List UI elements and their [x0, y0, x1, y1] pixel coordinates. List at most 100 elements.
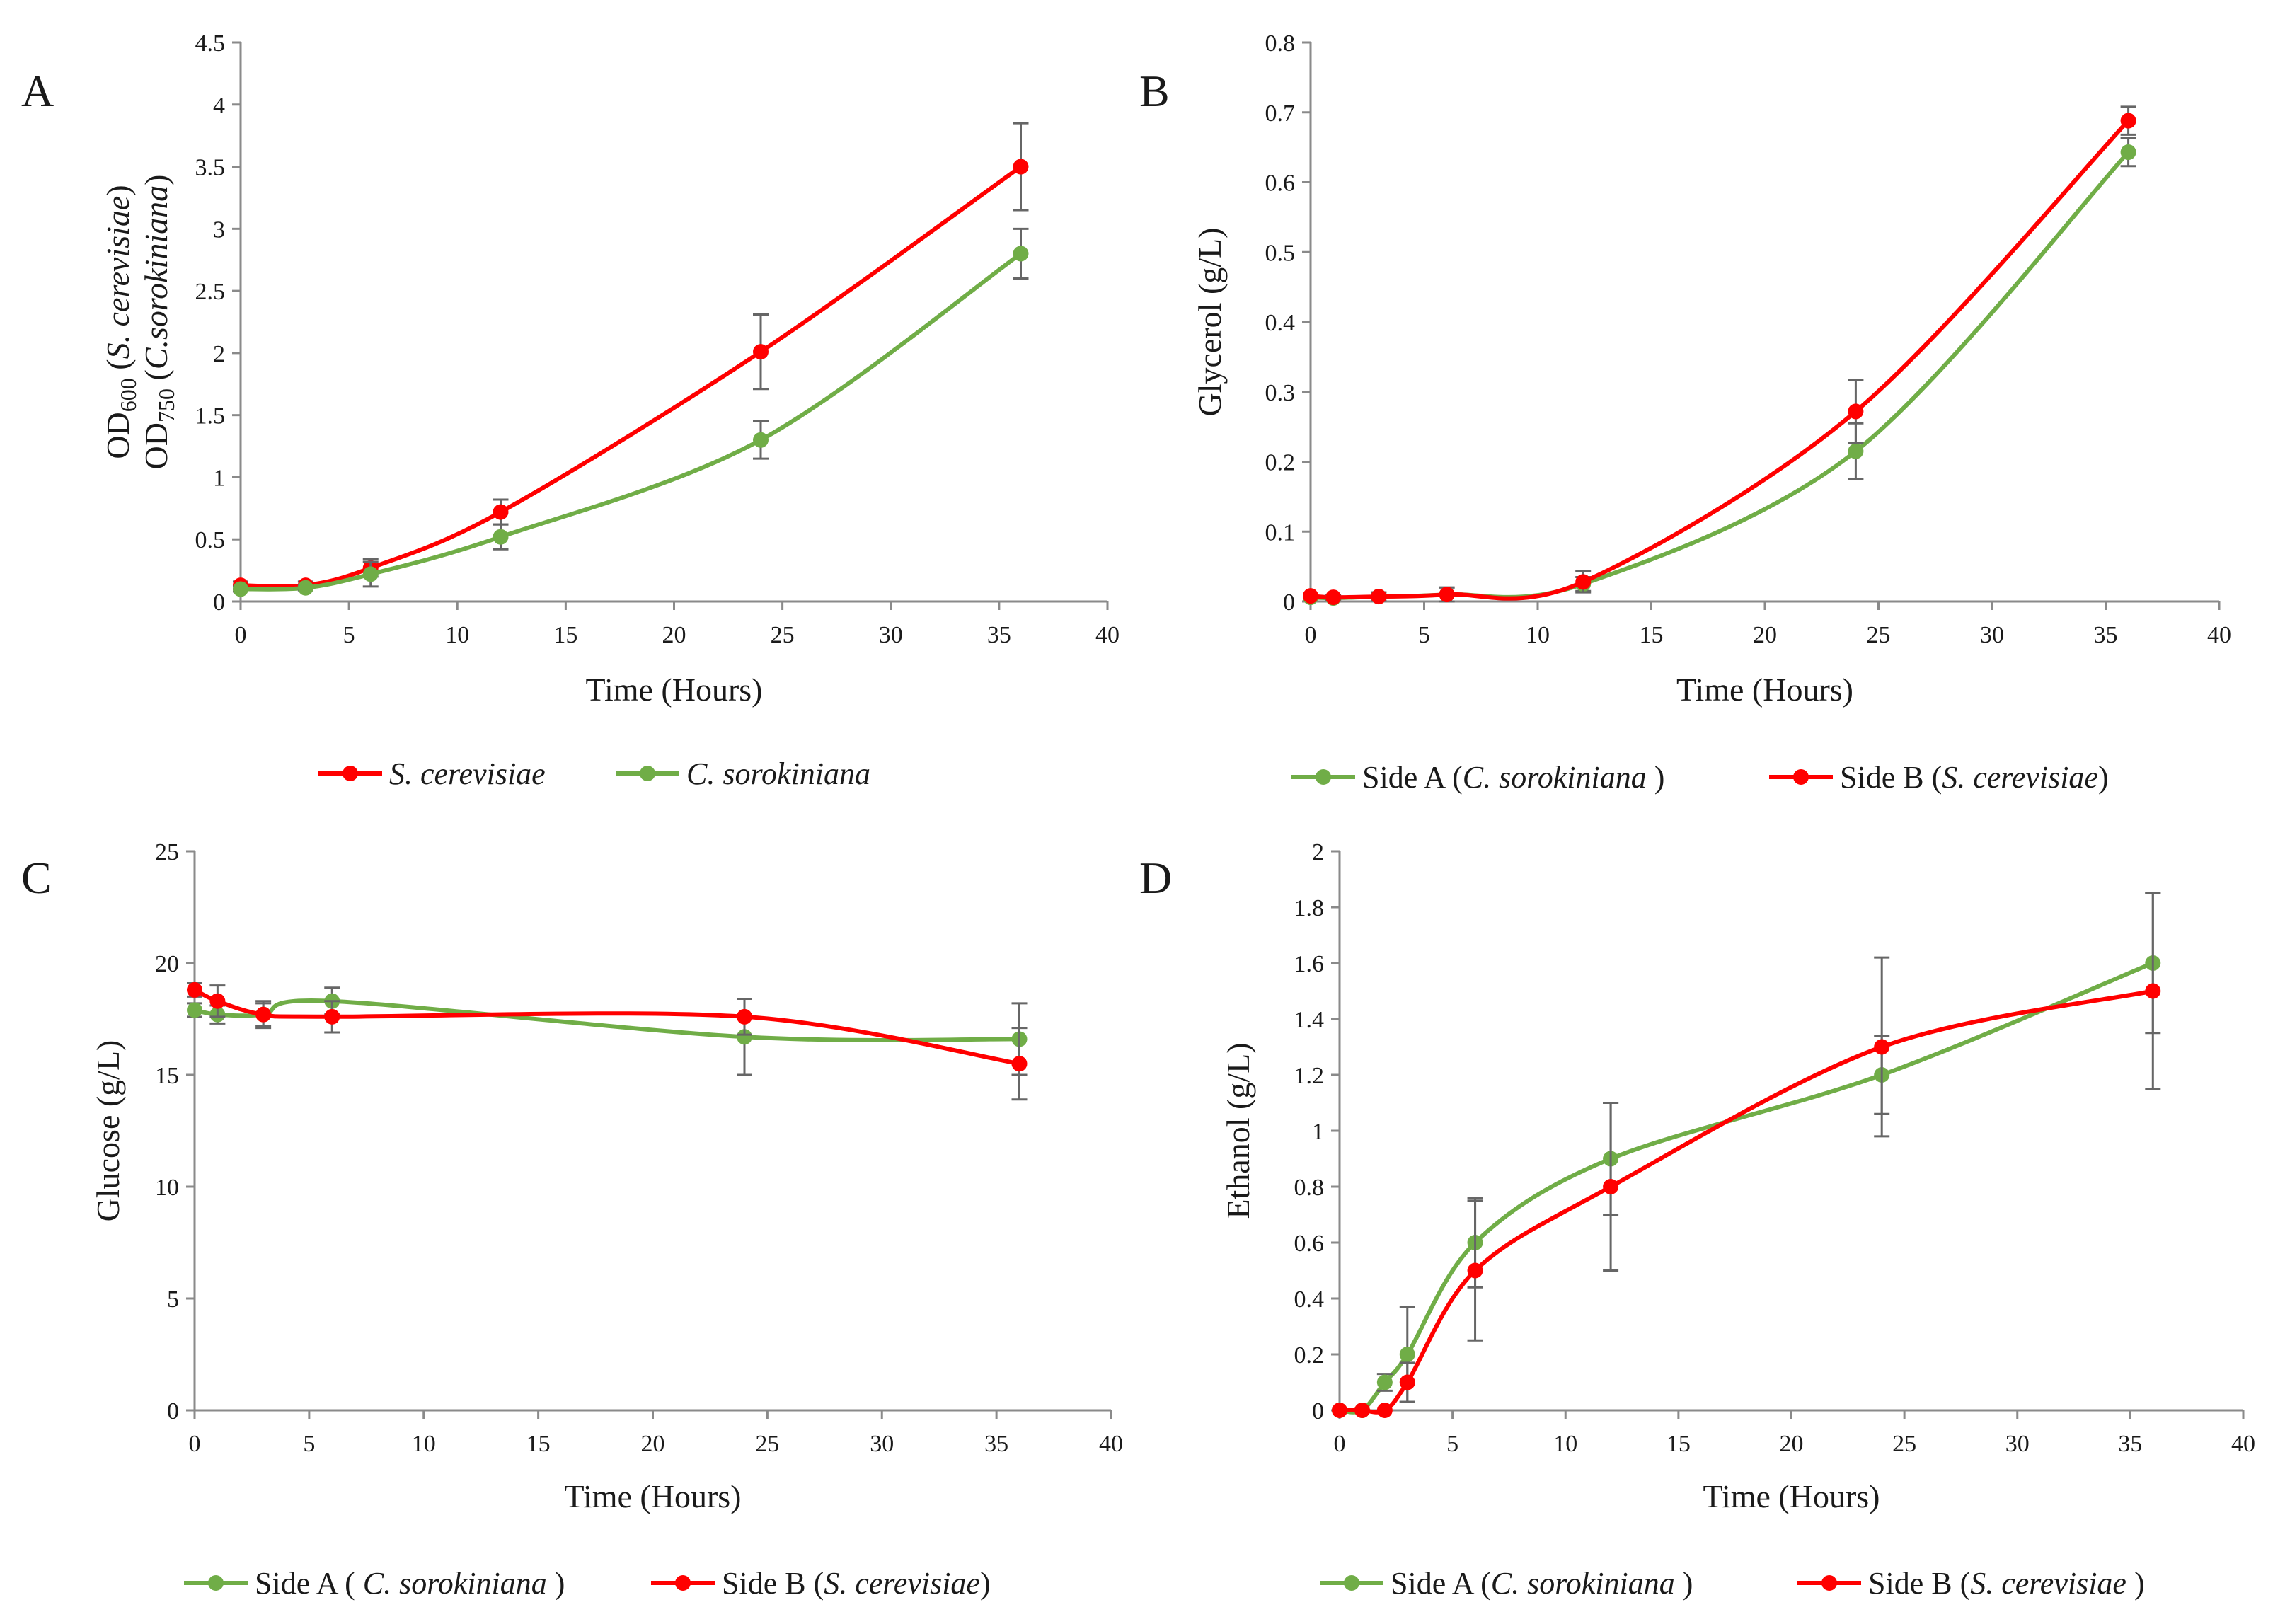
- legend-swatch-marker: [1316, 769, 1331, 785]
- legend: Side A (C. sorokiniana ) Side B (S. cerev…: [1291, 760, 2109, 795]
- y-tick-label: 0.5: [195, 527, 226, 553]
- data-point: [1332, 1403, 1347, 1418]
- data-point: [1399, 1374, 1415, 1390]
- y-axis-title: Glucose (g/L): [90, 1040, 126, 1222]
- series-second: [1303, 105, 2136, 606]
- x-tick-label: 20: [662, 622, 686, 648]
- series-line: [194, 998, 1020, 1042]
- data-point: [493, 504, 509, 520]
- data-point: [1303, 588, 1318, 604]
- y-axis-title: Glycerol (g/L): [1192, 228, 1228, 417]
- data-point: [1013, 159, 1029, 175]
- x-tick-label: 35: [2094, 622, 2118, 648]
- data-point: [2120, 113, 2136, 129]
- x-tick-label: 0: [235, 622, 247, 648]
- series-first: [1303, 137, 2136, 606]
- y-axis-title: Ethanol (g/L): [1220, 1042, 1256, 1219]
- x-tick-label: 5: [1418, 622, 1430, 648]
- legend-label: Side A (C. sorokiniana ): [1362, 760, 1664, 795]
- series-line: [1310, 119, 2130, 601]
- data-point: [737, 1029, 752, 1045]
- x-axis-title: Time (Hours): [585, 672, 762, 708]
- panel-label: C: [21, 853, 52, 903]
- data-point: [187, 981, 202, 998]
- y-tick-label: 0.5: [1265, 240, 1296, 266]
- y-tick-label: 3.5: [195, 155, 226, 181]
- data-point: [255, 1006, 272, 1023]
- data-point: [209, 993, 226, 1009]
- x-tick-label: 25: [771, 622, 795, 648]
- x-tick-label: 40: [2231, 1431, 2255, 1457]
- y-axis-title-od600: OD600 (S. cerevisiae): [100, 185, 141, 459]
- x-tick-label: 15: [526, 1431, 551, 1457]
- x-tick-label: 15: [1667, 1431, 1691, 1457]
- y-tick-label: 5: [167, 1286, 179, 1313]
- data-point: [1354, 1403, 1370, 1418]
- series-line: [240, 165, 1023, 589]
- x-tick-label: 30: [1980, 622, 2004, 648]
- legend-swatch-marker: [343, 766, 358, 781]
- legend-label: Side A ( C. sorokiniana ): [255, 1566, 565, 1601]
- data-point: [1376, 1374, 1393, 1390]
- x-tick-label: 40: [2207, 622, 2231, 648]
- x-tick-label: 20: [1753, 622, 1777, 648]
- y-tick-label: 0.8: [1265, 30, 1296, 57]
- y-tick-label: 1: [213, 465, 225, 491]
- y-tick-label: 15: [155, 1063, 179, 1089]
- data-point: [324, 1008, 340, 1025]
- x-tick-label: 0: [189, 1431, 201, 1457]
- y-tick-label: 1.8: [1294, 895, 1325, 921]
- x-tick-label: 0: [1305, 622, 1317, 648]
- x-tick-label: 30: [2005, 1431, 2030, 1457]
- x-tick-label: 30: [879, 622, 903, 648]
- x-tick-label: 40: [1099, 1431, 1123, 1457]
- y-tick-label: 2: [213, 341, 225, 367]
- legend-label: Side A (C. sorokiniana ): [1391, 1566, 1693, 1601]
- data-point: [187, 1002, 202, 1018]
- y-tick-label: 0.8: [1294, 1175, 1325, 1201]
- series-line: [193, 988, 1020, 1066]
- y-tick-label: 0.1: [1265, 519, 1296, 546]
- y-tick-label: 20: [155, 951, 179, 977]
- y-tick-label: 1.2: [1294, 1063, 1325, 1089]
- x-tick-label: 30: [870, 1431, 894, 1457]
- data-point: [1439, 587, 1455, 603]
- legend-swatch-marker: [1821, 1575, 1837, 1591]
- panel-d: D00.20.40.60.811.21.41.61.820 5 10 15 20 25 30…: [1139, 839, 2255, 1601]
- x-tick-label: 10: [1553, 1431, 1577, 1457]
- legend: S. cerevisiae C. sorokiniana: [318, 756, 870, 791]
- data-point: [1848, 443, 1864, 459]
- legend-swatch-marker: [1344, 1575, 1359, 1591]
- x-tick-label: 5: [343, 622, 355, 648]
- panel-a: A 0 0.5 1 1.5 2 2.5 3 3.5 4 4.5 0 5 10 15 20 25 30 35 40 Tim…: [21, 30, 1120, 791]
- x-tick-label: 35: [2118, 1431, 2142, 1457]
- x-axis-title: Time (Hours): [564, 1478, 741, 1514]
- x-tick-label: 15: [1640, 622, 1664, 648]
- x-tick-label: 0: [1334, 1431, 1346, 1457]
- legend-label: Side B (S. cerevisiae): [1840, 760, 2109, 795]
- legend-swatch-marker: [640, 766, 655, 781]
- series-line: [1310, 150, 2130, 601]
- series-line: [240, 251, 1023, 592]
- legend: Side A ( C. sorokiniana ) Side B (S. cere…: [184, 1566, 991, 1601]
- series-line: [1340, 989, 2153, 1415]
- legend-swatch-marker: [675, 1575, 691, 1591]
- x-tick-label: 35: [987, 622, 1011, 648]
- y-tick-label: 1.5: [195, 403, 226, 430]
- series-first: [1332, 892, 2161, 1418]
- data-point: [1874, 1039, 1890, 1055]
- y-tick-label: 10: [155, 1175, 179, 1201]
- x-tick-label: 25: [1867, 622, 1891, 648]
- series-line: [1339, 961, 2154, 1415]
- x-tick-label: 20: [641, 1431, 665, 1457]
- data-point: [1013, 246, 1029, 262]
- data-point: [1575, 574, 1592, 590]
- y-tick-label: 0.2: [1294, 1342, 1325, 1369]
- data-point: [1325, 589, 1342, 606]
- panel-b: B 0 0.1 0.2 0.3 0.4 0.5 0.6 0.7 0.8 0 5 10 15 20 25 30 35…: [1139, 30, 2231, 795]
- x-axis-title: Time (Hours): [1703, 1478, 1880, 1514]
- x-tick-label: 15: [553, 622, 577, 648]
- panel-c: C 0 5 10 15 20 25 0 5 10 15 20 25 30 35 40 Time (Hours) G…: [21, 839, 1123, 1601]
- panel-label: D: [1139, 853, 1172, 903]
